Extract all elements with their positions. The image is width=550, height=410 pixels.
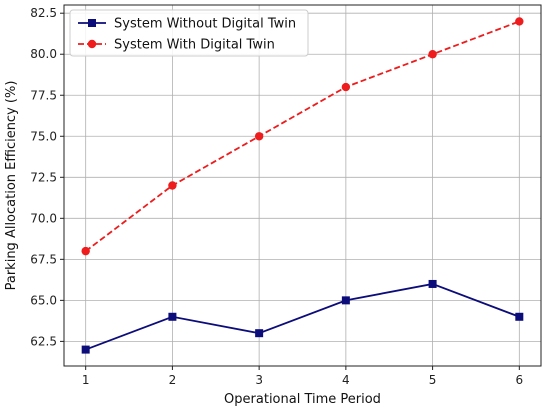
data-point	[428, 50, 437, 59]
y-tick-label: 67.5	[30, 252, 57, 266]
y-tick-label: 62.5	[30, 334, 57, 348]
series-group	[81, 17, 524, 354]
data-point	[428, 279, 437, 288]
data-point	[255, 329, 264, 338]
x-tick-label: 5	[429, 373, 437, 387]
y-tick-label: 72.5	[30, 170, 57, 184]
data-point	[515, 17, 524, 26]
y-tick-label: 75.0	[30, 129, 57, 143]
legend-box	[69, 9, 309, 57]
legend-marker	[88, 19, 96, 27]
data-point	[341, 296, 350, 305]
data-point	[81, 246, 90, 256]
legend-label: System Without Digital Twin	[114, 17, 296, 32]
x-tick-label: 4	[342, 373, 350, 387]
axis-labels: Operational Time Period Parking Allocati…	[4, 81, 381, 407]
data-point	[81, 345, 90, 354]
x-tick-label: 3	[255, 373, 263, 387]
y-axis-label: Parking Allocation Efficiency (%)	[4, 81, 19, 291]
legend-label: System With Digital Twin	[114, 38, 275, 53]
legend: System Without Digital Twin System With D…	[69, 9, 309, 57]
data-point	[168, 312, 177, 321]
y-tick-label: 82.5	[30, 6, 57, 20]
x-tick-label: 6	[515, 373, 523, 387]
data-point	[341, 82, 351, 92]
axis-ticks: 1 2 3 4 5 6 62.5 65.0 67.5 70.0 72.5 75.0 77.5 80.0 82…	[30, 6, 523, 387]
y-tick-label: 77.5	[30, 88, 57, 102]
x-tick-label: 2	[169, 373, 177, 387]
legend-marker	[87, 39, 97, 49]
series-with-digital-twin	[81, 17, 524, 256]
plot-area-frame	[63, 4, 542, 367]
data-point	[515, 312, 524, 321]
data-point	[254, 132, 264, 141]
series-line	[85, 20, 520, 252]
series-without-digital-twin	[81, 279, 524, 354]
y-tick-label: 70.0	[30, 211, 57, 225]
x-axis-label: Operational Time Period	[224, 392, 381, 407]
data-point	[168, 181, 177, 190]
y-tick-label: 65.0	[30, 293, 57, 307]
y-tick-label: 80.0	[30, 47, 57, 61]
x-tick-label: 1	[82, 373, 90, 387]
series-line	[85, 283, 520, 351]
